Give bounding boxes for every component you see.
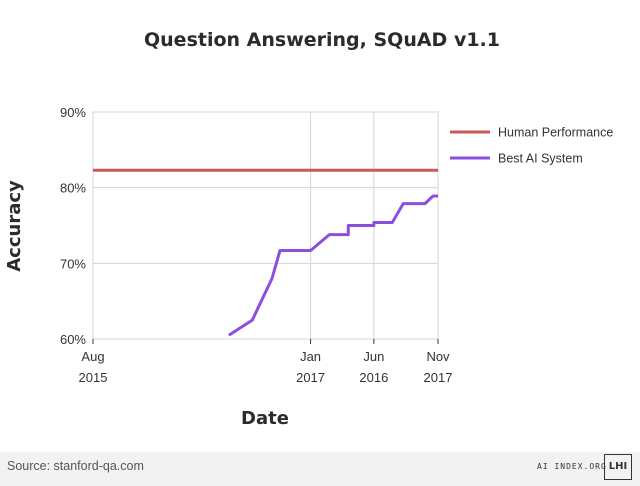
y-tick-label: 80%: [60, 181, 86, 196]
series-line-best-ai-system: [227, 194, 438, 337]
x-tick-label-year: 2016: [359, 370, 388, 385]
legend-label: Best AI System: [498, 152, 583, 166]
legend: Human Performance Best AI System: [450, 126, 613, 166]
x-tick-label-year: 2017: [296, 370, 325, 385]
chart-title: Question Answering, SQuAD v1.1: [144, 29, 500, 51]
x-tick-label-month: Nov: [426, 349, 450, 364]
grid-lines: [92, 111, 439, 340]
x-tick-label-month: Jun: [363, 349, 384, 364]
y-tick-label: 70%: [60, 256, 86, 271]
y-tick-label: 60%: [60, 332, 86, 347]
x-tick-label-year: 2015: [79, 370, 108, 385]
ai-index-logo-text: AI INDEX.ORG: [537, 462, 607, 471]
x-axis-ticks: Aug 2015 Jan 2017 Jun 2016 Nov 2017: [79, 339, 453, 385]
legend-label: Human Performance: [498, 126, 613, 140]
x-tick-label-month: Jan: [300, 349, 321, 364]
x-axis-label: Date: [241, 408, 289, 429]
y-axis-ticks: 60% 70% 80% 90%: [60, 105, 86, 347]
x-tick-label-month: Aug: [81, 349, 104, 364]
y-axis-label: Accuracy: [4, 180, 25, 272]
chart: Question Answering, SQuAD v1.1 60% 70% 80%…: [4, 29, 613, 429]
source-note: Source: stanford-qa.com: [7, 459, 144, 473]
plot-area: [92, 111, 439, 340]
footer: Source: stanford-qa.com AI INDEX.ORG LHI: [0, 452, 640, 486]
x-tick-label-year: 2017: [424, 370, 453, 385]
series-layer: [93, 168, 438, 337]
ai-index-logo-icon: LHI: [604, 454, 632, 480]
y-tick-label: 90%: [60, 105, 86, 120]
